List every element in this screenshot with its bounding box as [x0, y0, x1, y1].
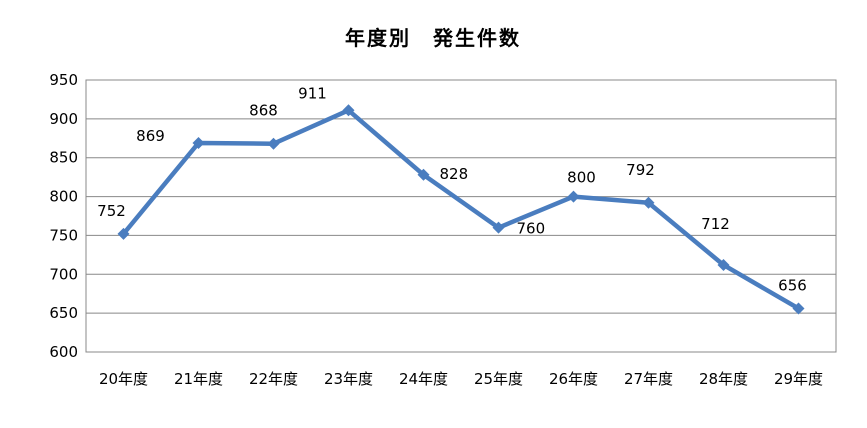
x-tick-label: 29年度	[774, 370, 823, 388]
y-tick-label: 800	[49, 188, 78, 206]
data-point-marker	[717, 258, 730, 271]
x-tick-label: 28年度	[699, 370, 748, 388]
data-labels: 752 869 868 911 828 760 800 792 712 656	[97, 84, 807, 294]
data-point-marker	[567, 190, 580, 203]
data-label: 911	[298, 84, 327, 102]
data-point-marker	[117, 227, 130, 240]
data-label: 800	[567, 169, 596, 187]
data-point-marker	[642, 196, 655, 209]
data-label: 869	[136, 127, 165, 145]
data-label: 712	[701, 215, 730, 233]
x-tick-label: 21年度	[174, 370, 223, 388]
x-tick-label: 20年度	[99, 370, 148, 388]
y-tick-label: 700	[49, 265, 78, 283]
data-point-marker	[417, 168, 430, 181]
data-label: 752	[97, 202, 126, 220]
chart-title: 年度別 発生件数	[345, 26, 521, 50]
data-point-marker	[267, 137, 280, 150]
series-markers	[117, 104, 805, 315]
x-tick-label: 24年度	[399, 370, 448, 388]
series-line	[121, 108, 800, 311]
y-tick-label: 850	[49, 149, 78, 167]
y-tick-label: 750	[49, 226, 78, 244]
data-point-marker	[342, 104, 355, 117]
data-label: 868	[249, 102, 278, 120]
x-tick-label: 26年度	[549, 370, 598, 388]
x-axis-ticks: 20年度 21年度 22年度 23年度 24年度 25年度 26年度 27年度 28年度 29年度	[99, 370, 823, 388]
y-axis-ticks: 600 650 700 750 800 850 900 950	[49, 71, 78, 361]
series-path	[121, 108, 800, 311]
data-label: 828	[440, 165, 469, 183]
data-label: 760	[517, 220, 546, 238]
data-point-marker	[492, 221, 505, 234]
y-tick-label: 900	[49, 110, 78, 128]
x-tick-label: 22年度	[249, 370, 298, 388]
x-tick-label: 25年度	[474, 370, 523, 388]
plot-area	[85, 79, 837, 353]
y-tick-label: 950	[49, 71, 78, 89]
y-tick-label: 650	[49, 304, 78, 322]
gridlines	[86, 79, 836, 353]
x-tick-label: 27年度	[624, 370, 673, 388]
y-tick-label: 600	[49, 343, 78, 361]
data-point-marker	[192, 136, 205, 149]
data-label: 792	[626, 161, 655, 179]
data-point-marker	[792, 302, 805, 315]
data-label: 656	[778, 276, 807, 294]
x-tick-label: 23年度	[324, 370, 373, 388]
